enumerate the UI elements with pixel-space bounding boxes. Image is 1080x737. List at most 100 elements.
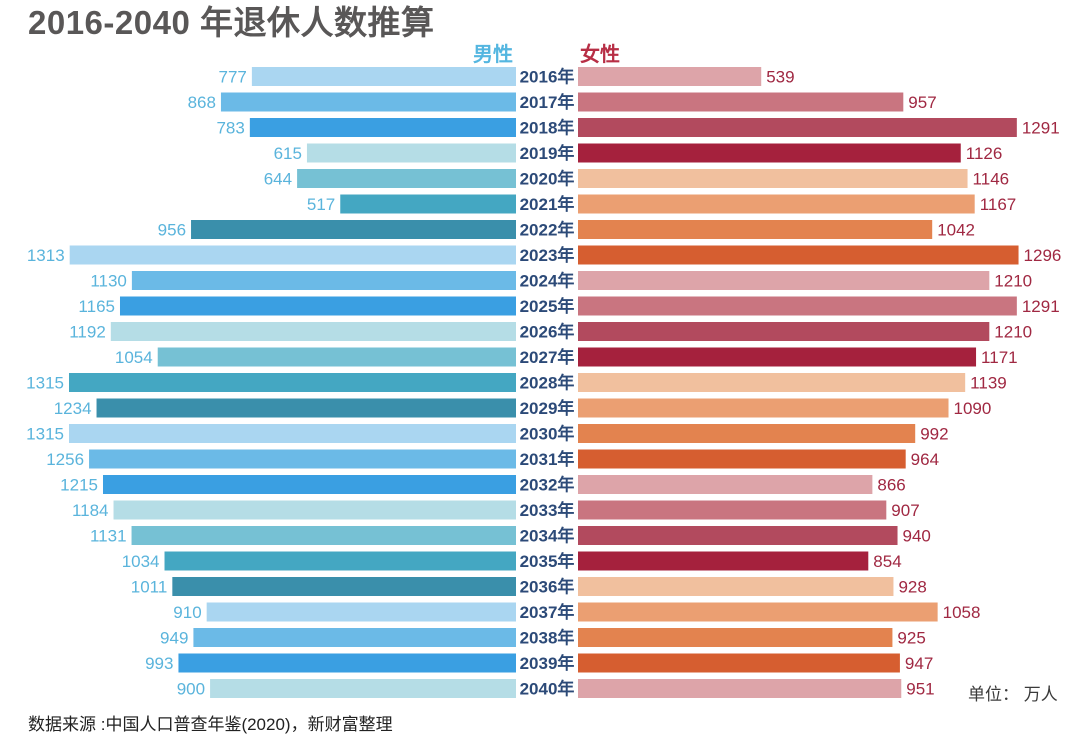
male-value-label: 910 [173, 603, 201, 622]
year-label: 2040年 [520, 679, 575, 699]
male-value-label: 1011 [131, 578, 168, 597]
male-bar [102, 475, 516, 494]
male-value-label: 1130 [90, 272, 127, 291]
female-value-label: 1210 [994, 323, 1032, 342]
male-bar [157, 347, 516, 367]
male-value-label: 1184 [72, 501, 109, 520]
female-value-label: 964 [911, 450, 939, 469]
female-bar [578, 449, 906, 469]
legend-male: 男性 [473, 44, 513, 66]
year-label: 2017年 [520, 92, 575, 112]
female-value-label: 1291 [1022, 119, 1060, 138]
male-bar [340, 194, 516, 214]
female-bar [578, 424, 916, 443]
year-label: 2029年 [520, 398, 575, 418]
year-label: 2022年 [520, 220, 575, 240]
female-value-label: 928 [898, 578, 926, 597]
year-label: 2030年 [520, 424, 575, 444]
female-value-label: 957 [908, 93, 936, 112]
male-value-label: 1215 [60, 476, 98, 495]
year-label: 2028年 [520, 373, 575, 393]
female-bar [578, 347, 977, 367]
year-label: 2021年 [520, 194, 575, 214]
year-label: 2038年 [520, 628, 575, 648]
male-bar [119, 296, 517, 316]
year-label: 2024年 [520, 271, 575, 291]
male-bar [131, 271, 516, 290]
female-value-label: 992 [920, 425, 948, 444]
female-value-label: 1042 [937, 221, 975, 240]
male-value-label: 1131 [90, 527, 127, 546]
female-value-label: 1167 [980, 195, 1017, 214]
male-value-label: 900 [177, 680, 205, 699]
chart-title: 2016-2040 年退休人数推算 [28, 4, 435, 41]
male-value-label: 1054 [115, 348, 153, 367]
male-value-label: 783 [216, 119, 244, 138]
male-value-label: 1234 [54, 399, 92, 418]
female-bar [578, 92, 904, 112]
year-label: 2032年 [520, 475, 575, 495]
year-label: 2035年 [520, 551, 575, 571]
female-bar [578, 322, 990, 341]
year-label: 2020年 [520, 169, 575, 189]
female-bar [578, 143, 961, 163]
year-label: 2016年 [520, 67, 575, 87]
male-value-label: 1315 [26, 425, 64, 444]
female-bar [578, 118, 1017, 137]
male-value-label: 1192 [69, 323, 106, 342]
male-bar [191, 220, 516, 239]
male-bar [164, 551, 517, 571]
male-bar [249, 118, 516, 137]
female-value-label: 951 [906, 680, 934, 699]
legend-female: 女性 [580, 44, 620, 66]
year-label: 2026年 [520, 322, 575, 342]
year-label: 2039年 [520, 653, 575, 673]
female-value-label: 925 [897, 629, 925, 648]
female-value-label: 1296 [1024, 246, 1062, 265]
male-bar [172, 577, 516, 596]
male-bar [89, 449, 516, 469]
female-bar [578, 373, 966, 392]
female-bar [578, 577, 894, 596]
unit-label: 单位： 万人 [968, 685, 1058, 704]
female-value-label: 947 [905, 654, 933, 673]
female-bar [578, 398, 949, 418]
year-label: 2037年 [520, 602, 575, 622]
male-bar [251, 67, 516, 86]
male-bar [110, 322, 517, 341]
male-bar [220, 92, 516, 112]
female-value-label: 1171 [981, 348, 1018, 367]
female-bar [578, 169, 968, 188]
female-value-label: 1139 [970, 374, 1007, 393]
female-bar [578, 551, 869, 571]
year-label: 2018年 [520, 118, 575, 138]
female-value-label: 1058 [943, 603, 981, 622]
female-bar [578, 296, 1017, 316]
male-value-label: 868 [188, 93, 216, 112]
year-label: 2031年 [520, 449, 575, 469]
male-bar [69, 373, 516, 392]
female-value-label: 907 [891, 501, 919, 520]
female-value-label: 1126 [966, 144, 1003, 163]
male-bar [131, 526, 516, 545]
female-bar [578, 67, 762, 86]
female-bar [578, 271, 990, 290]
male-value-label: 1313 [27, 246, 65, 265]
male-bar [297, 169, 516, 188]
female-bar [578, 602, 938, 622]
male-value-label: 949 [160, 629, 188, 648]
female-bar [578, 245, 1019, 265]
year-label: 2025年 [520, 296, 575, 316]
female-bar [578, 220, 933, 239]
female-bar [578, 500, 887, 520]
female-bar [578, 628, 893, 647]
male-bar [306, 143, 516, 163]
source-note: 数据来源 :中国人口普查年鉴(2020)，新财富整理 [28, 715, 393, 734]
male-bar [69, 424, 516, 443]
female-value-label: 1090 [954, 399, 992, 418]
male-value-label: 644 [264, 170, 292, 189]
female-value-label: 1291 [1022, 297, 1060, 316]
male-value-label: 1256 [46, 450, 84, 469]
female-bar [578, 679, 902, 698]
